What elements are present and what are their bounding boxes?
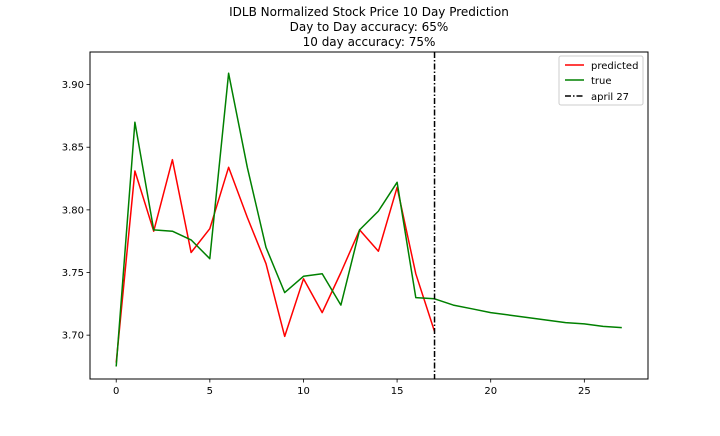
- y-tick-label: 3.90: [62, 80, 84, 91]
- plot-frame: [89, 51, 649, 380]
- chart-title-line-1: IDLB Normalized Stock Price 10 Day Predi…: [229, 5, 509, 19]
- legend-label-true: true: [591, 76, 612, 87]
- x-tick-label: 25: [578, 386, 591, 397]
- legend-label-predicted: predicted: [591, 61, 638, 72]
- chart-title: IDLB Normalized Stock Price 10 Day Predi…: [229, 5, 509, 49]
- y-tick-label: 3.85: [62, 143, 84, 154]
- y-tick-label: 3.70: [62, 331, 84, 342]
- x-tick-label: 20: [484, 386, 497, 397]
- legend-frame: [558, 55, 644, 106]
- x-tick-label: 10: [297, 386, 310, 397]
- y-tick-label: 3.75: [62, 268, 84, 279]
- legend-label-april-27: april 27: [591, 92, 629, 103]
- axes: 0 5 10 15 20 25 3.70 3.75 3.80 3.85 3.90: [62, 51, 649, 397]
- series-line-true: [115, 72, 622, 367]
- x-tick-label: 5: [207, 386, 213, 397]
- x-tick-label: 0: [113, 386, 119, 397]
- series-line-predicted: [115, 158, 436, 363]
- plot-area: [115, 52, 622, 379]
- y-tick-label: 3.80: [62, 205, 84, 216]
- x-tick-label: 15: [391, 386, 404, 397]
- legend: predicted true april 27: [558, 55, 644, 106]
- chart-title-line-2: Day to Day accuracy: 65%: [290, 20, 449, 34]
- chart-title-line-3: 10 day accuracy: 75%: [303, 35, 436, 49]
